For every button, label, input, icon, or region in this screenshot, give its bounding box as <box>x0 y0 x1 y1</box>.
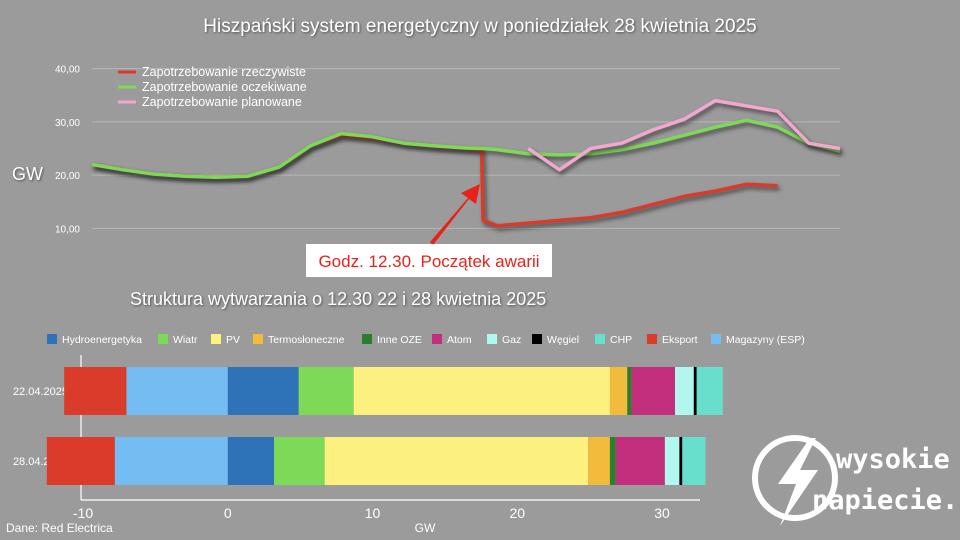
annotation-arrow <box>430 184 480 245</box>
bar-segment <box>696 367 723 415</box>
bar-segment <box>64 367 127 415</box>
logo-bolt-icon <box>778 438 818 526</box>
bar-segment <box>631 367 675 415</box>
series-line-planned <box>527 98 841 172</box>
bar-legend-swatch <box>211 334 221 344</box>
x-tick-label: 20 <box>509 505 525 521</box>
bar-segment <box>682 437 706 485</box>
legend-label: Zapotrzebowanie oczekiwane <box>142 80 307 94</box>
chart-title: Hiszpański system energetyczny w poniedz… <box>203 16 756 37</box>
failure-annotation: Godz. 12.30. Początek awarii <box>306 184 552 277</box>
x-axis-label: GW <box>415 521 436 535</box>
bar-segment <box>664 437 680 485</box>
annotation-text: Godz. 12.30. Początek awarii <box>318 252 539 271</box>
series-line-expected <box>91 118 841 180</box>
y-tick-label: 10,00 <box>55 224 80 235</box>
bar-segment <box>609 437 616 485</box>
series-line-actual <box>91 133 778 228</box>
bar-segment <box>227 437 275 485</box>
bar-legend-swatch <box>711 334 721 344</box>
bar-legend: Hydroenergetyka Wiatr PV Termosłoneczne Inne… <box>47 334 805 346</box>
annotation-box <box>306 244 552 277</box>
bar-segment <box>324 437 589 485</box>
source-note: Dane: Red Electrica <box>6 521 113 535</box>
bar-legend-label: PV <box>226 334 240 346</box>
x-tick-label: 30 <box>654 505 670 521</box>
y-tick-label: 40,00 <box>55 65 80 76</box>
bar-segment <box>274 437 325 485</box>
logo: wysokie napiecie.pl <box>752 435 960 526</box>
bar-segment <box>114 437 228 485</box>
bar-legend-swatch <box>47 334 57 344</box>
logo-circle-icon <box>752 435 838 521</box>
bar-legend-label: Magazyny (ESP) <box>726 334 805 346</box>
bar-segment <box>679 437 683 485</box>
bar-legend-swatch <box>362 334 372 344</box>
bar-legend-label: Węgiel <box>547 334 579 346</box>
bar-legend-label: Hydroenergetyka <box>62 334 142 346</box>
bar-legend-label: Wiatr <box>173 334 198 346</box>
bar-segment <box>227 367 299 415</box>
y-tick-label: 30,00 <box>55 118 80 129</box>
logo-text-bottom: napiecie.pl <box>812 485 960 516</box>
demand-line-chart: 10,00 20,00 30,00 40,00 <box>55 65 841 235</box>
y-tick-label: 20,00 <box>55 171 80 182</box>
bar-segment <box>588 437 610 485</box>
bar-legend-swatch <box>253 334 263 344</box>
y-axis-label: GW <box>12 164 43 184</box>
bar-segment <box>675 367 694 415</box>
bar-segment <box>609 367 628 415</box>
bar-legend-swatch <box>432 334 442 344</box>
bar-legend-label: Termosłoneczne <box>268 334 345 346</box>
legend-label: Zapotrzebowanie planowane <box>142 95 302 109</box>
bar-segment <box>126 367 228 415</box>
bar-legend-swatch <box>532 334 542 344</box>
bar-legend-label: Atom <box>447 334 472 346</box>
bar-legend-label: Gaz <box>502 334 521 346</box>
bar-legend-label: Inne OZE <box>377 334 422 346</box>
logo-text-top: wysokie <box>836 444 950 475</box>
bar-legend-swatch <box>487 334 497 344</box>
bar-chart-title: Struktura wytwarzania o 12.30 22 i 28 kw… <box>130 289 546 309</box>
x-tick-label: 10 <box>365 505 381 521</box>
bar-legend-swatch <box>595 334 605 344</box>
x-tick-label: 0 <box>224 505 232 521</box>
bar-legend-swatch <box>647 334 657 344</box>
bar-legend-label: Eksport <box>662 334 698 346</box>
line-legend: Zapotrzebowanie rzeczywisteZapotrzebowan… <box>118 65 307 109</box>
x-tick-label: -10 <box>73 505 93 521</box>
category-label: 22.04.2025 <box>13 386 68 398</box>
bar-segment <box>353 367 610 415</box>
bar-segment <box>693 367 697 415</box>
bar-segment <box>627 367 632 415</box>
bar-segment <box>46 437 115 485</box>
bar-legend-swatch <box>158 334 168 344</box>
bar-segment <box>615 437 665 485</box>
legend-label: Zapotrzebowanie rzeczywiste <box>142 65 306 79</box>
bar-legend-label: CHP <box>610 334 632 346</box>
bar-segment <box>298 367 354 415</box>
